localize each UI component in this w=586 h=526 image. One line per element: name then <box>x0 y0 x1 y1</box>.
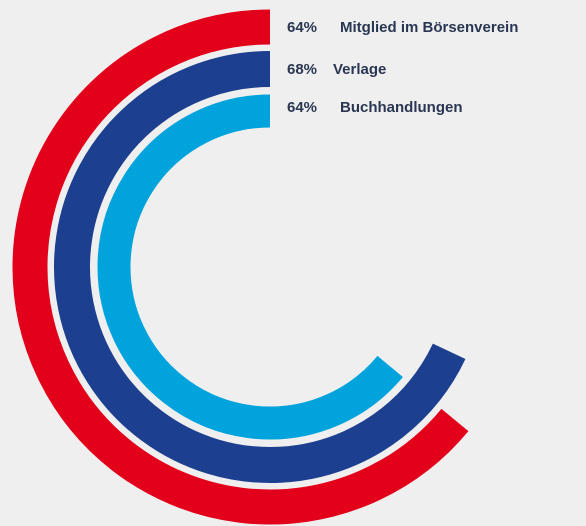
series-label: Mitglied im Börsenverein <box>340 19 518 36</box>
ring-bar <box>97 94 403 440</box>
value-label: 64% <box>287 19 317 36</box>
ring-bar <box>12 9 469 525</box>
ring-bar <box>54 51 466 483</box>
value-label: 68% <box>287 61 317 78</box>
series-label: Buchhandlungen <box>340 99 463 116</box>
series-label: Verlage <box>333 61 386 78</box>
value-label: 64% <box>287 99 317 116</box>
